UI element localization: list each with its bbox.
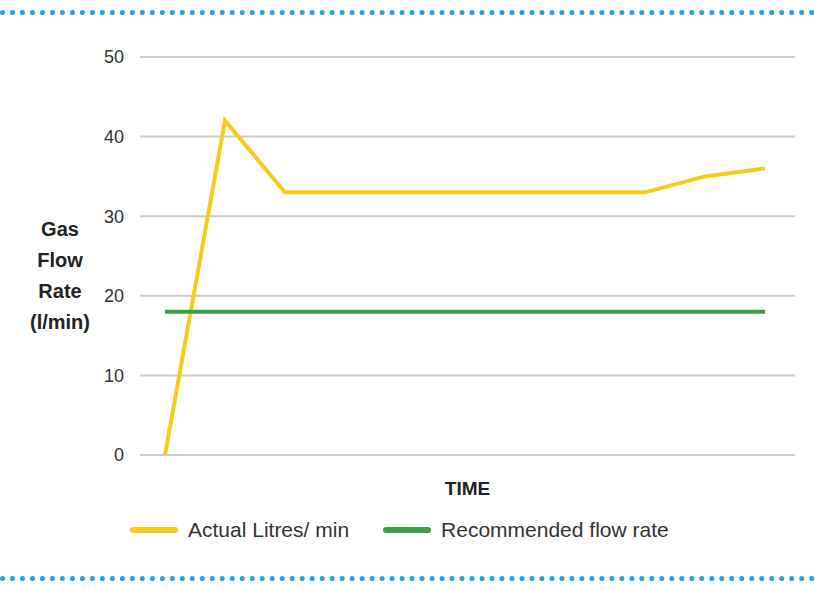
html-text:Flow: Flow: [37, 249, 83, 271]
svg-text:0: 0: [114, 445, 124, 465]
svg-text:40: 40: [104, 127, 124, 147]
svg-text:10: 10: [104, 366, 124, 386]
html-text:TIME: TIME: [444, 478, 491, 499]
svg-text:30: 30: [104, 207, 124, 227]
html-text:(l/min): (l/min): [30, 311, 90, 333]
html-text:Gas: Gas: [41, 218, 79, 240]
svg-text:20: 20: [104, 286, 124, 306]
html-text:Actual Litres/ min: Actual Litres/ min: [188, 518, 350, 541]
svg-text:50: 50: [104, 47, 124, 67]
html-text:Recommended flow rate: Recommended flow rate: [441, 518, 669, 541]
html-text:Rate: Rate: [38, 280, 82, 302]
